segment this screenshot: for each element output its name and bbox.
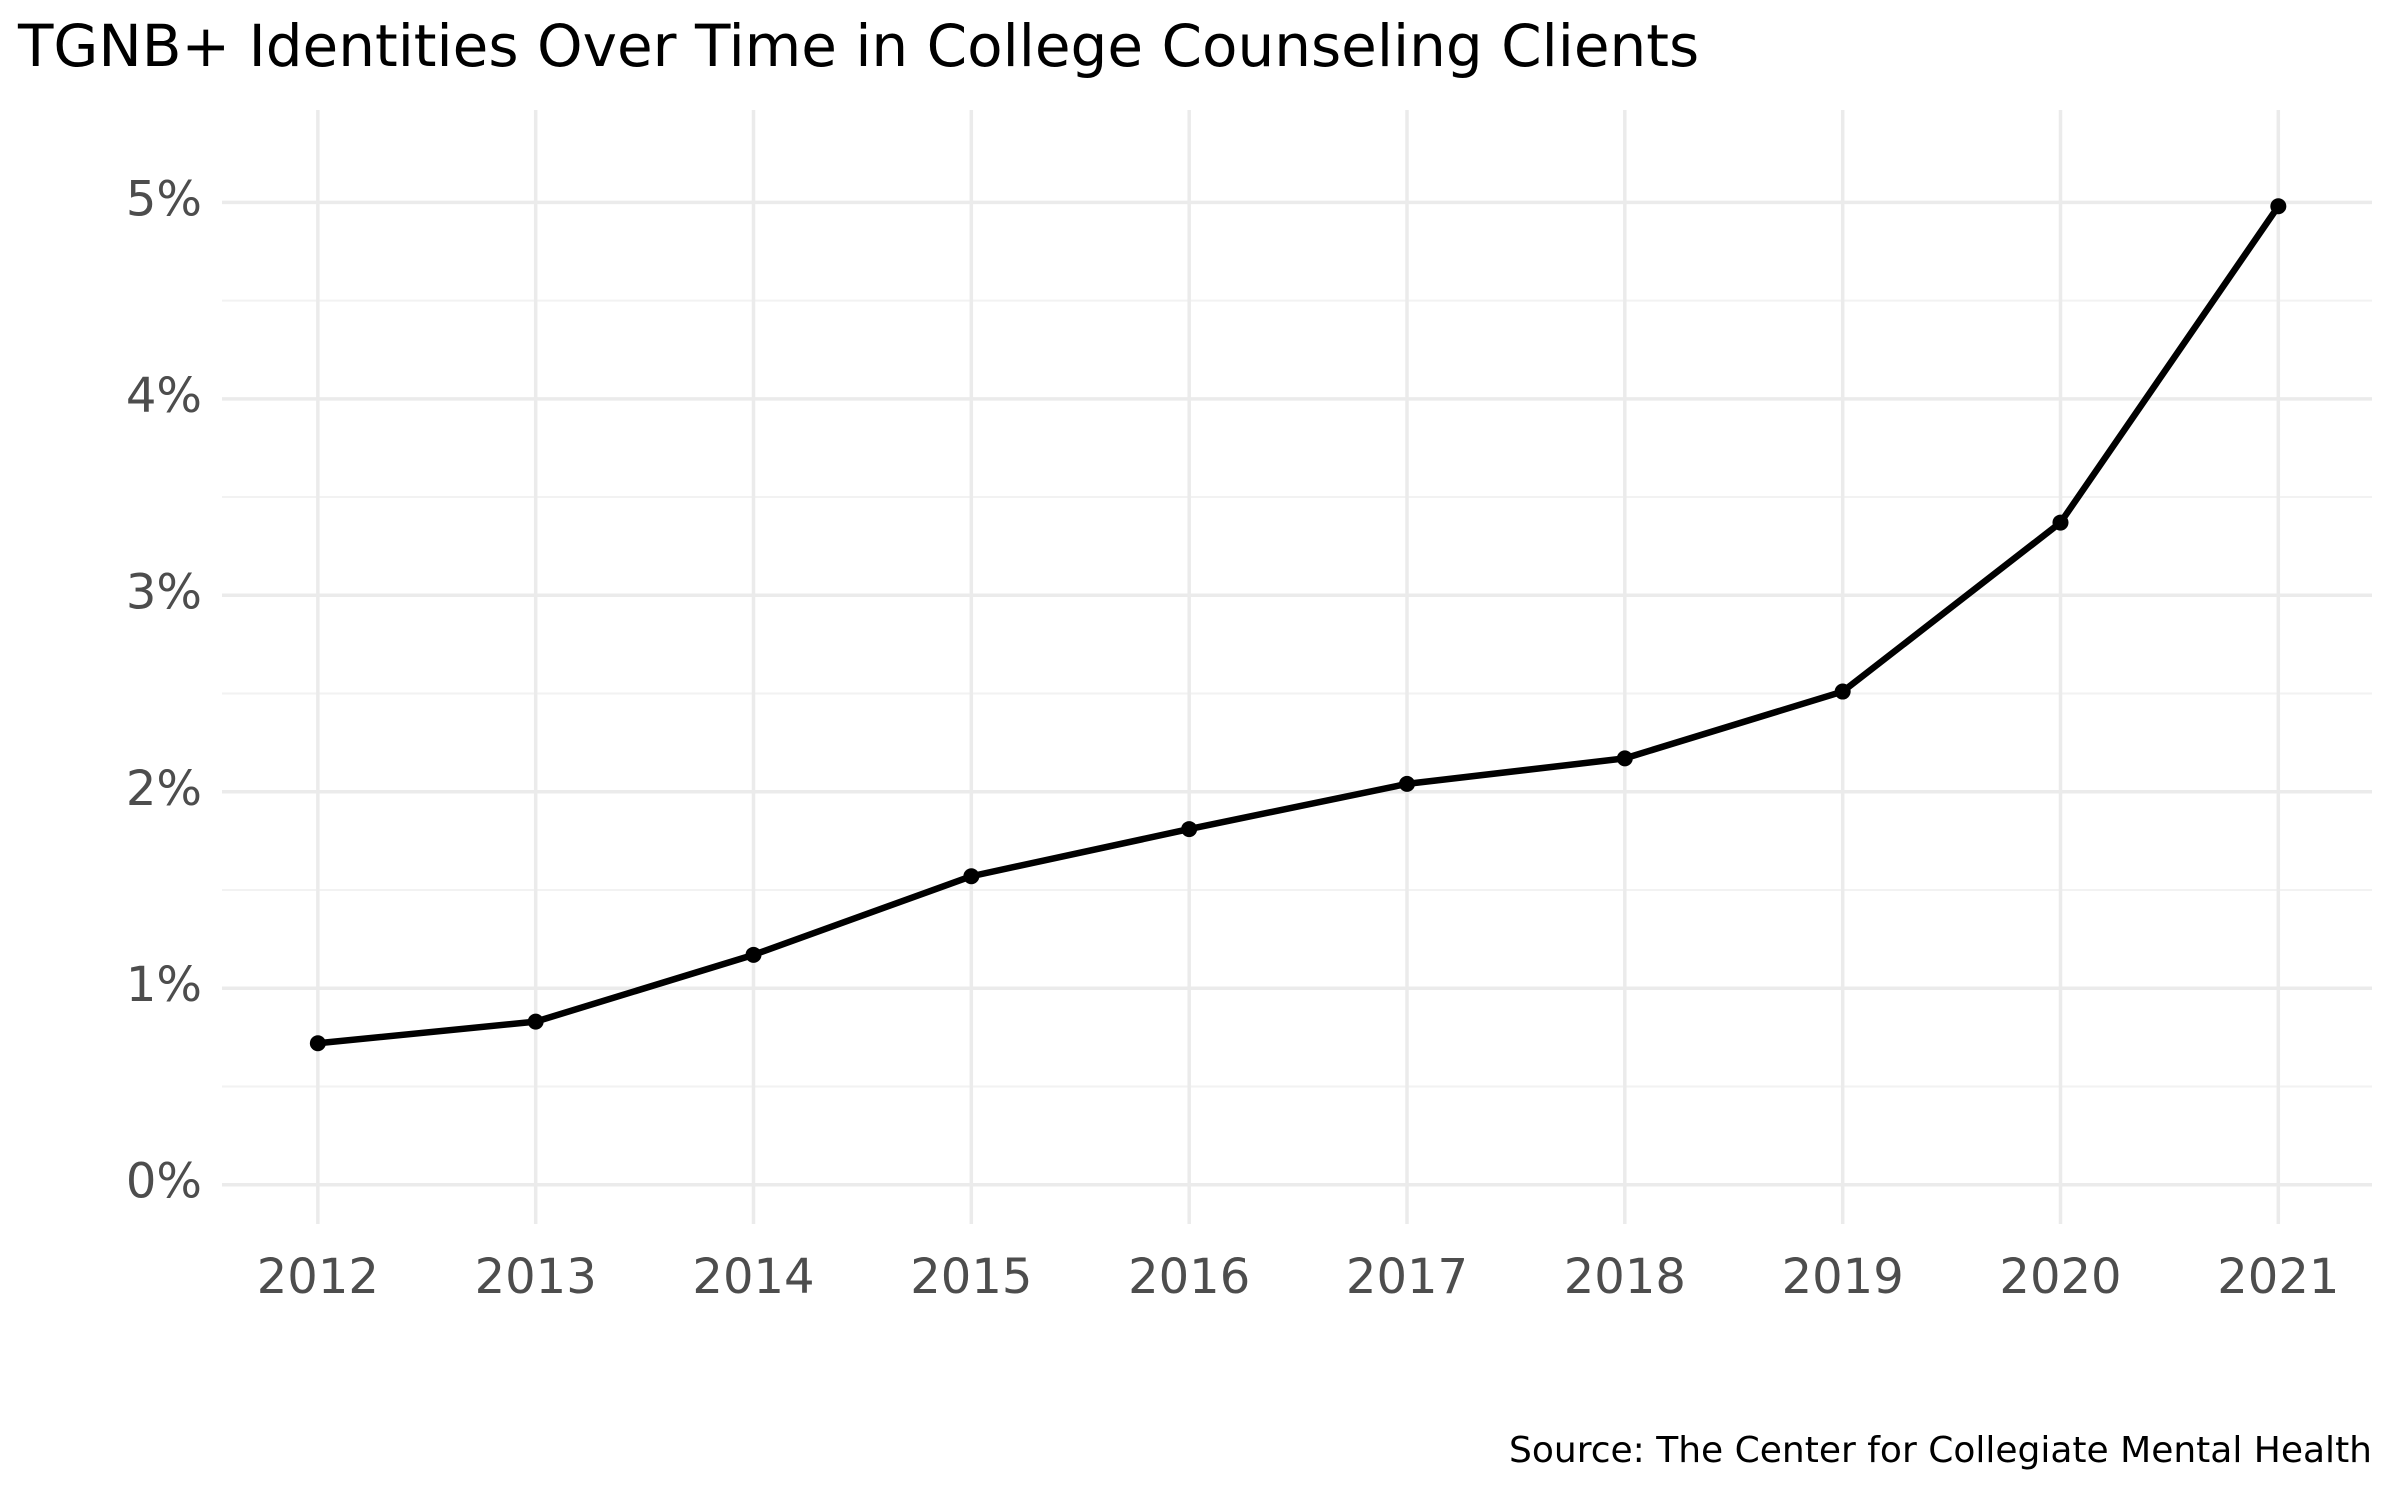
caption: Source: The Center for Collegiate Mental… [1509, 1430, 2372, 1471]
x-tick-label: 2013 [475, 1249, 597, 1305]
y-tick-label: 3% [126, 564, 202, 620]
point [1616, 750, 1633, 767]
x-tick-label: 2017 [1346, 1249, 1468, 1305]
point [1834, 683, 1851, 700]
point [2052, 514, 2069, 531]
point [1399, 775, 1416, 792]
chart-title: TGNB+ Identities Over Time in College Co… [17, 12, 1699, 80]
y-tick-label: 2% [126, 761, 202, 817]
y-tick-label: 1% [126, 957, 202, 1013]
x-tick-label: 2016 [1128, 1249, 1250, 1305]
line [317, 204, 2282, 1047]
x-tick-label: 2015 [910, 1249, 1032, 1305]
point [745, 946, 762, 963]
x-tick-label: 2014 [692, 1249, 814, 1305]
x-tick-label: 2012 [257, 1249, 379, 1305]
y-tick-label: 5% [126, 171, 202, 227]
point [1181, 821, 1198, 838]
point [309, 1035, 326, 1052]
x-tick-label: 2020 [1999, 1249, 2121, 1305]
x-tick-label: 2021 [2217, 1249, 2339, 1305]
x-tick-label: 2019 [1782, 1249, 1904, 1305]
point [2270, 198, 2287, 215]
y-tick-label: 4% [126, 368, 202, 424]
point [963, 868, 980, 885]
point [527, 1013, 544, 1030]
y-tick-label: 0% [126, 1154, 202, 1210]
x-tick-label: 2018 [1564, 1249, 1686, 1305]
